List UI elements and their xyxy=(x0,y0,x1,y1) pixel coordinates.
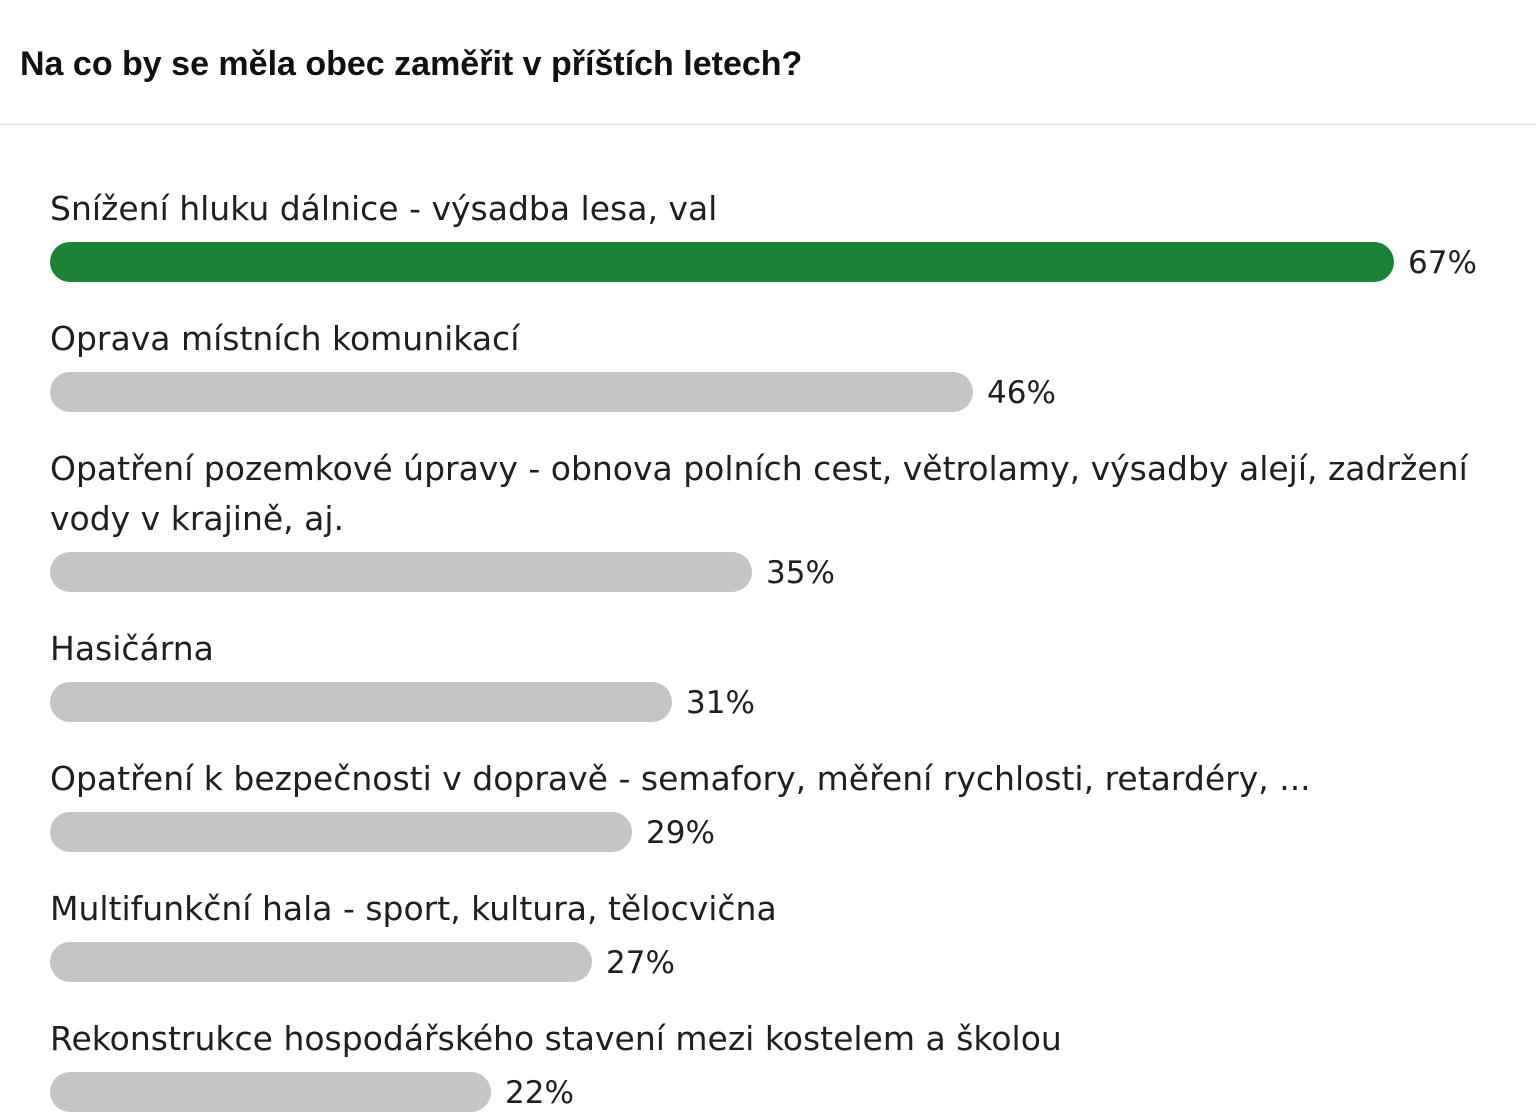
percentage-label: 22% xyxy=(505,1075,574,1111)
result-bar xyxy=(50,552,752,592)
answer-label: Snížení hluku dálnice - výsadba lesa, va… xyxy=(50,189,718,228)
poll-results-chart: Snížení hluku dálnice - výsadba lesa, va… xyxy=(0,126,1536,1112)
result-bar xyxy=(50,942,592,982)
answer-label: Rekonstrukce hospodářského stavení mezi … xyxy=(50,1019,1062,1058)
bar-track: 27% xyxy=(50,942,1394,982)
answer-label: Oprava místních komunikací xyxy=(50,319,520,358)
bar-track: 35% xyxy=(50,552,1394,592)
bar-track: 67% xyxy=(50,242,1477,282)
chart-header: Na co by se měla obec zaměřit v příštích… xyxy=(0,0,1536,125)
bar-track: 22% xyxy=(50,1072,1394,1112)
bar-track: 46% xyxy=(50,372,1394,412)
answer-label: Multifunkční hala - sport, kultura, tělo… xyxy=(50,889,777,928)
answer-label: Opatření k bezpečnosti v dopravě - semaf… xyxy=(50,759,1311,798)
chart-title: Na co by se měla obec zaměřit v příštích… xyxy=(20,45,803,83)
percentage-label: 46% xyxy=(987,375,1056,411)
result-bar xyxy=(50,682,672,722)
result-bar xyxy=(50,242,1394,282)
result-bar xyxy=(50,372,973,412)
bar-track: 29% xyxy=(50,812,1394,852)
bar-track: 31% xyxy=(50,682,1394,722)
answer-label: Hasičárna xyxy=(50,629,214,668)
result-bar xyxy=(50,812,632,852)
percentage-label: 27% xyxy=(606,945,675,981)
percentage-label: 29% xyxy=(646,815,715,851)
result-bar xyxy=(50,1072,491,1112)
percentage-label: 35% xyxy=(766,555,835,591)
answer-label: Opatření pozemkové úpravy - obnova polní… xyxy=(50,449,1468,538)
percentage-label: 31% xyxy=(686,685,755,721)
percentage-label: 67% xyxy=(1408,245,1477,281)
